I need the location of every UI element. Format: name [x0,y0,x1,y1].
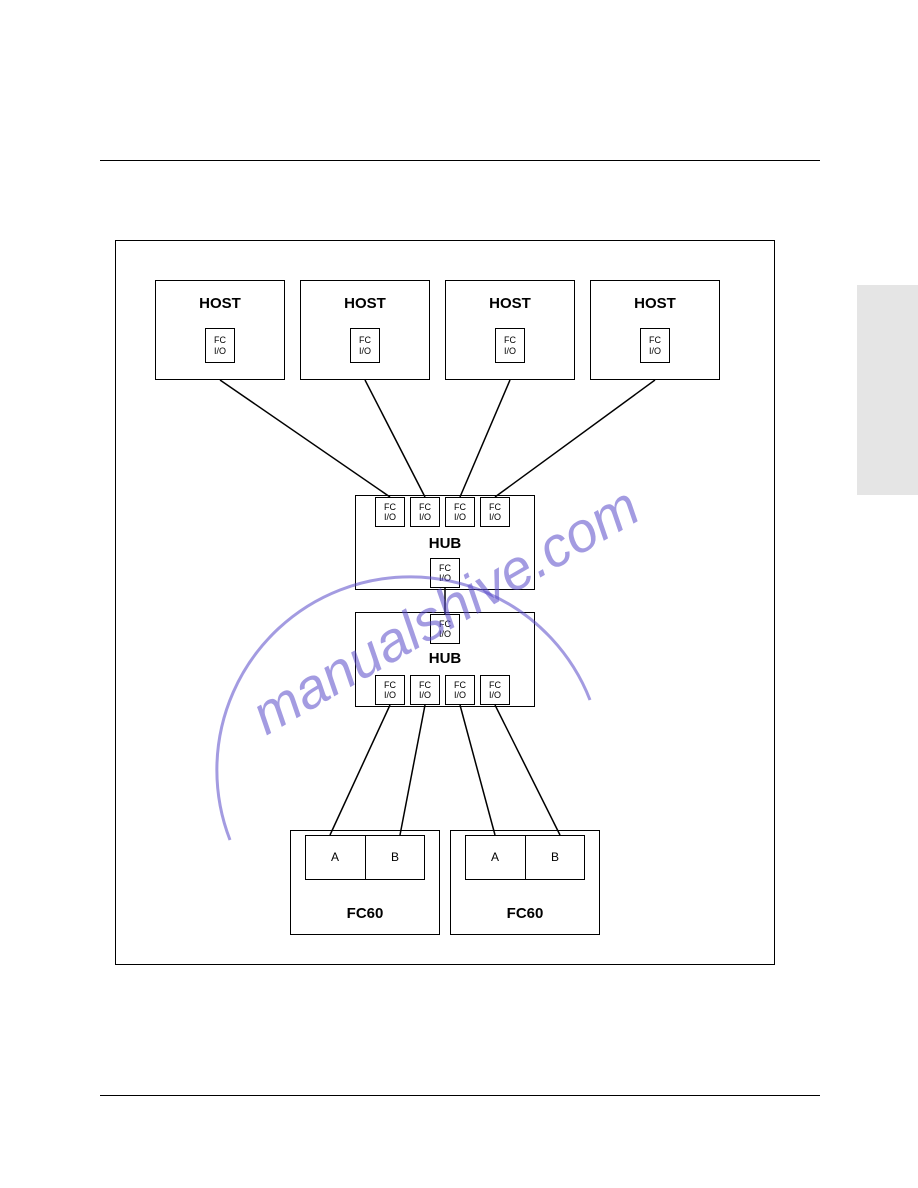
hub1-io-top-4-io: I/O [480,512,510,522]
hub2-label: HUB [355,650,535,667]
fc60-label-2: FC60 [450,905,600,922]
host-io-3-fc: FC [495,335,525,345]
fc60-a-2: A [465,850,525,864]
host-io-3-io: I/O [495,346,525,356]
hub1-io-top-2-fc: FC [410,502,440,512]
hub2-io-top-fc: FC [430,619,460,629]
hub1-io-top-1-fc: FC [375,502,405,512]
host-io-2-io: I/O [350,346,380,356]
host-io-1-fc: FC [205,335,235,345]
hub2-io-bot-3-io: I/O [445,690,475,700]
hub1-io-top-3-io: I/O [445,512,475,522]
hub1-io-top-4-fc: FC [480,502,510,512]
hub1-io-top-3-fc: FC [445,502,475,512]
hub2-io-bot-2-io: I/O [410,690,440,700]
hub2-io-top-io: I/O [430,629,460,639]
host-label-1: HOST [155,295,285,312]
host-io-1-io: I/O [205,346,235,356]
host-label-2: HOST [300,295,430,312]
fc60-b-1: B [365,850,425,864]
hub2-io-bot-3-fc: FC [445,680,475,690]
host-label-3: HOST [445,295,575,312]
fc60-a-1: A [305,850,365,864]
hub2-io-bot-4-fc: FC [480,680,510,690]
host-io-2-fc: FC [350,335,380,345]
fc60-label-1: FC60 [290,905,440,922]
hub2-io-bot-1-fc: FC [375,680,405,690]
rule-bottom [100,1095,820,1096]
hub1-io-top-1-io: I/O [375,512,405,522]
rule-top [100,160,820,161]
hub1-io-bottom-io: I/O [430,573,460,583]
hub1-label: HUB [355,535,535,552]
host-io-4-io: I/O [640,346,670,356]
hub1-io-top-2-io: I/O [410,512,440,522]
side-tab [857,285,918,495]
host-io-4-fc: FC [640,335,670,345]
hub2-io-bot-1-io: I/O [375,690,405,700]
page: HOST FC I/O HOST FC I/O HOST FC I/O HOST… [0,0,918,1188]
host-label-4: HOST [590,295,720,312]
fc60-b-2: B [525,850,585,864]
hub1-io-bottom-fc: FC [430,563,460,573]
hub2-io-bot-4-io: I/O [480,690,510,700]
hub2-io-bot-2-fc: FC [410,680,440,690]
